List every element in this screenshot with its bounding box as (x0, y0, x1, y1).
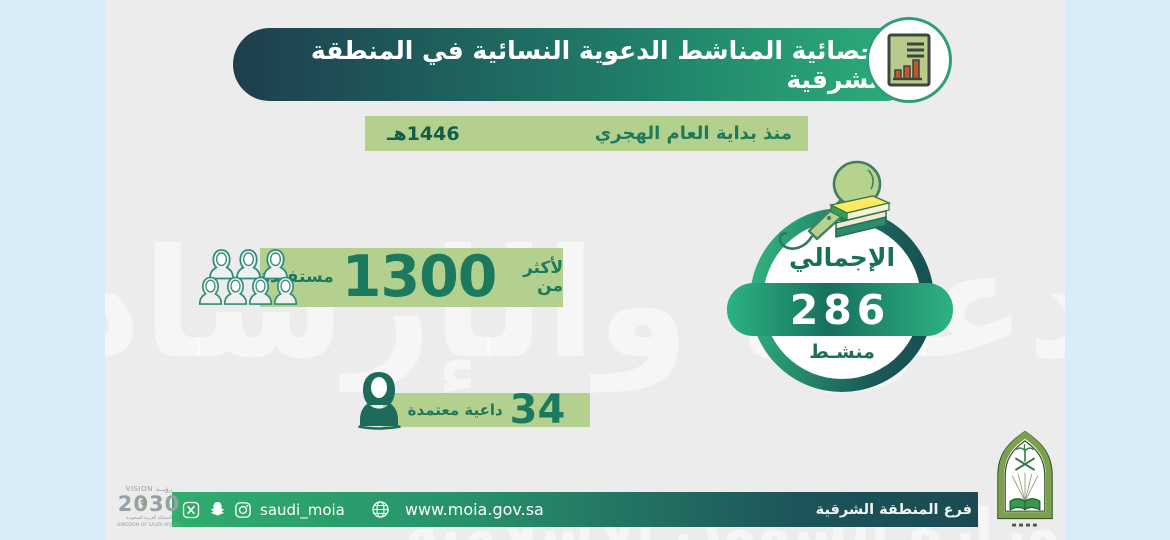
chart-document-glyph (887, 33, 931, 87)
snapchat-icon[interactable] (208, 500, 227, 519)
vision-year: 2030 ✿ (117, 492, 181, 516)
period-banner: منذ بداية العام الهجري 1446هـ (365, 116, 808, 151)
beneficiaries-stat-banner: لأكثر من 1300 مستفيدة (260, 248, 563, 307)
instagram-icon[interactable] (234, 500, 253, 519)
infographic-card: الإسلامية والدعوة والإرشاد وزارة الشؤون … (105, 0, 1065, 540)
beneficiaries-value: 1300 (341, 244, 498, 310)
preachers-value: 34 (509, 387, 566, 433)
chart-document-icon (866, 17, 952, 103)
vision-2030-logo: VISION رؤيــة 2030 ✿ المملكة العربية الس… (117, 486, 181, 528)
women-group-icon (195, 248, 301, 307)
beneficiaries-prefix: لأكثر من (522, 257, 563, 296)
globe-icon (371, 500, 390, 519)
preachers-unit: داعية معتمدة (407, 400, 503, 419)
x-icon[interactable] (182, 500, 201, 519)
page-title: احصائية المناشط الدعوية النسائية في المن… (310, 35, 887, 94)
women-row-bottom (195, 275, 301, 307)
period-year: 1446هـ (387, 122, 460, 145)
footer-bar: saudi_moia www.moia.gov.sa فرع المنطقة ا… (172, 492, 978, 527)
website-link[interactable]: www.moia.gov.sa (404, 500, 544, 519)
period-label: منذ بداية العام الهجري (594, 123, 792, 144)
social-handle[interactable]: saudi_moia (260, 500, 345, 519)
ministry-logo (989, 429, 1061, 534)
vision-sub-ar: المملكة العربية السعودية (125, 516, 173, 521)
branch-label: فرع المنطقة الشرقية (815, 501, 972, 518)
title-banner: احصائية المناشط الدعوية النسائية في المن… (233, 28, 921, 101)
microphone-books-icon (768, 152, 900, 262)
total-value: 286 (789, 285, 891, 334)
total-label: الإجمالي (788, 243, 896, 272)
total-band: 286 (727, 283, 953, 336)
total-unit: منشـط (809, 341, 875, 363)
vision-emblem-icon: ✿ (140, 498, 149, 508)
hijab-woman-icon (353, 370, 406, 435)
vision-sub-en: KINGDOM OF SAUDI ARABIA (117, 522, 181, 528)
preachers-stat-banner: 34 داعية معتمدة (383, 387, 590, 433)
vision-wordmark: VISION رؤيــة (125, 485, 173, 493)
